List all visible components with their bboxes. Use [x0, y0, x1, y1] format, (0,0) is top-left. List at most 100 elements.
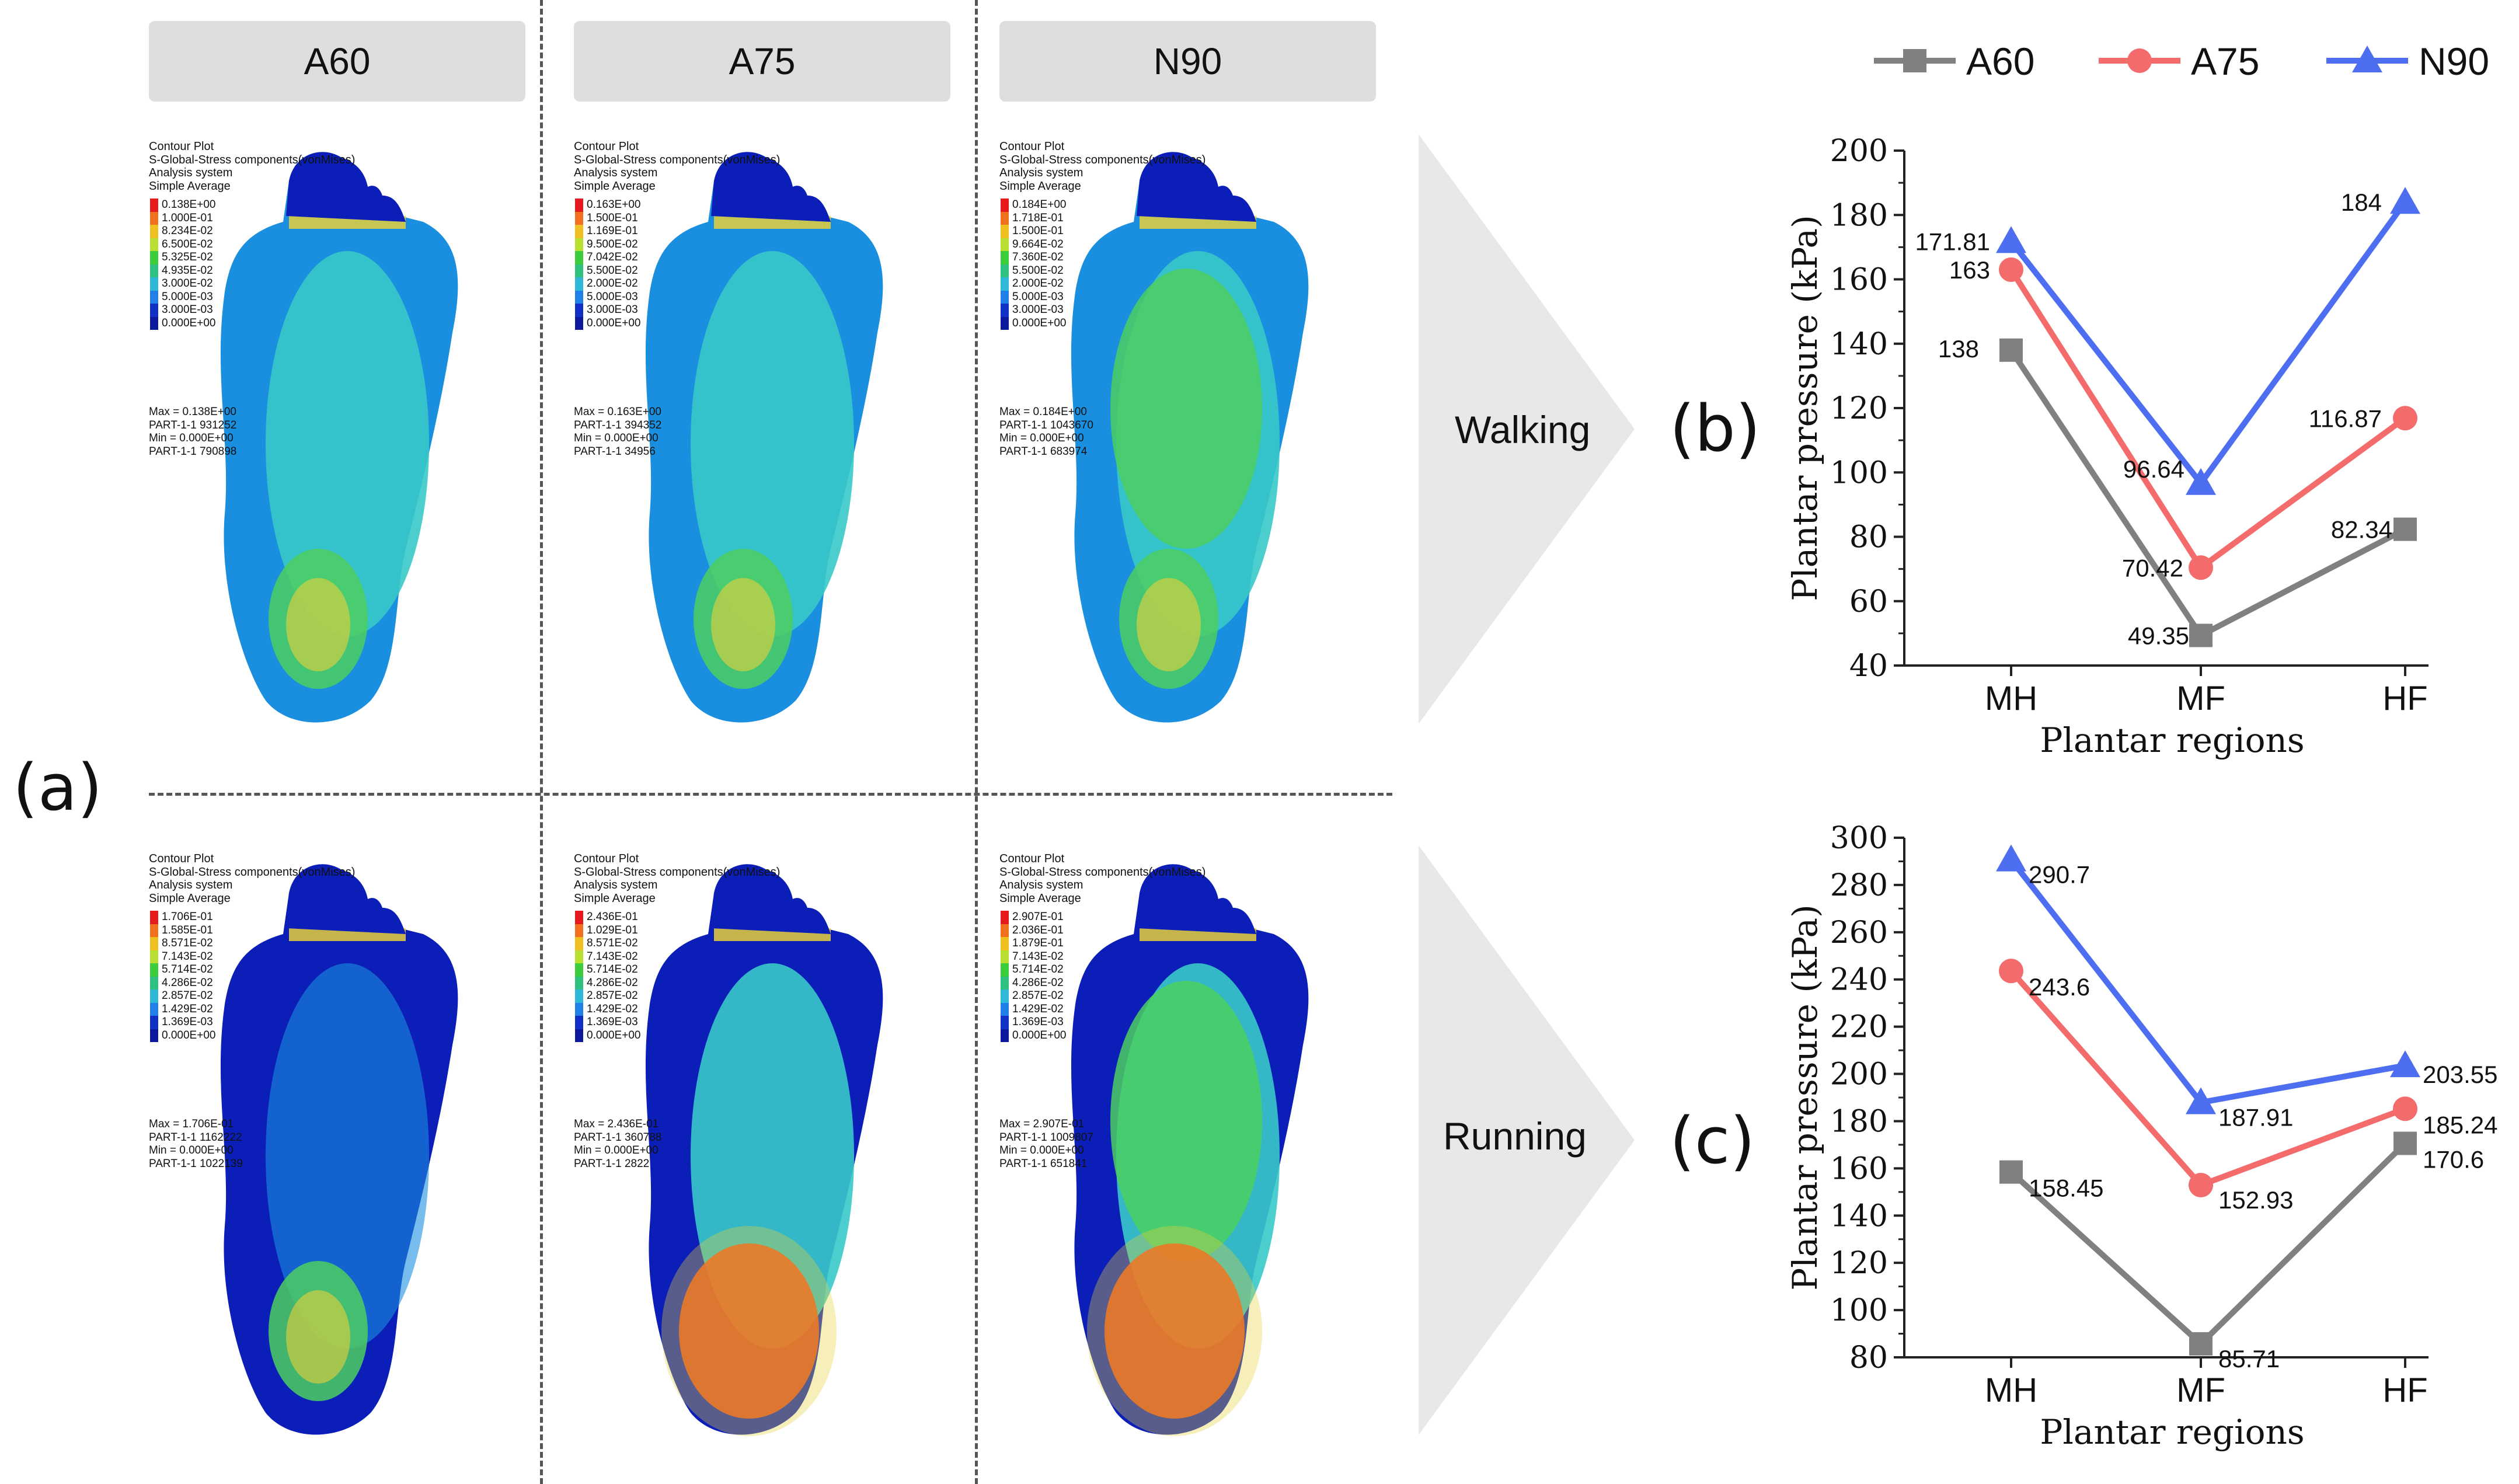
contour-stats: Max = 2.436E-01 PART-1-1 360788 Min = 0.00…: [574, 1118, 661, 1171]
contour-stat-line: Min = 0.000E+00: [149, 432, 234, 444]
data-label: 158.45: [2029, 1175, 2103, 1202]
data-label: 82.34: [2331, 516, 2392, 544]
y-tick-label: 120: [1830, 391, 1888, 426]
contour-stat-line: Max = 0.138E+00: [149, 406, 236, 418]
colorbar-value: 3.000E-02: [162, 277, 213, 290]
colorbar-cell: [150, 198, 158, 212]
y-tick-label: 220: [1830, 1010, 1888, 1045]
y-tick-label: 140: [1830, 327, 1888, 362]
colorbar-cell: [150, 911, 158, 924]
divider-horizontal: [149, 793, 1392, 796]
colorbar-cell: [150, 1002, 158, 1016]
divider-vertical-1: [540, 0, 543, 1484]
foot-stress-map: [220, 864, 458, 1435]
contour-stat-line: Max = 0.184E+00: [999, 406, 1087, 418]
contour-stat-line: Min = 0.000E+00: [999, 1144, 1084, 1156]
contour-stat-line: Max = 2.907E-01: [999, 1118, 1085, 1130]
colorbar-cell: [575, 238, 583, 251]
colorbar-value: 0.000E+00: [162, 316, 216, 329]
contour-stat-line: PART-1-1 1009807: [999, 1131, 1093, 1144]
colorbar-cell: [150, 1016, 158, 1029]
colorbar-cell: [150, 225, 158, 238]
colorbar-value: 0.000E+00: [1012, 1029, 1067, 1041]
series-line-a60: [2009, 1141, 2407, 1348]
colorbar: [575, 911, 583, 1042]
colorbar-value: 1.718E-01: [1012, 211, 1064, 224]
foot-stress-map: [1071, 152, 1309, 723]
contour-panel: Contour Plot S-Global-Stress components(…: [149, 852, 522, 1465]
data-label: 184: [2341, 189, 2382, 216]
colorbar-cell: [575, 198, 583, 212]
colorbar-value: 1.429E-02: [1012, 1002, 1064, 1015]
foot-heel-core: [711, 578, 775, 671]
colorbar-value: 4.286E-02: [1012, 976, 1064, 989]
data-label: 138: [1938, 335, 1979, 363]
colorbar-value: 2.857E-02: [162, 990, 213, 1002]
y-tick-label: 260: [1830, 915, 1888, 950]
data-point-a75: [1999, 257, 2023, 282]
colorbar-values: 1.706E-01 1.585E-01 8.571E-02 7.143E-02 5.71…: [162, 911, 215, 1042]
colorbar: [1001, 198, 1009, 330]
colorbar-value: 5.714E-02: [162, 963, 213, 976]
colorbar-value: 0.000E+00: [1012, 316, 1067, 329]
colorbar-value: 1.879E-01: [1012, 937, 1064, 949]
running-arrow-shape: [1419, 845, 1635, 1435]
data-label: 96.64: [2123, 455, 2184, 483]
colorbar-cell: [1001, 937, 1009, 950]
contour-stat-line: Max = 1.706E-01: [149, 1118, 234, 1130]
colorbar-cell: [575, 1002, 583, 1016]
colorbar-value: 1.429E-02: [162, 1002, 213, 1015]
colorbar-value: 1.429E-02: [587, 1002, 638, 1015]
colorbar-cell: [150, 264, 158, 277]
data-point-a60: [2393, 517, 2417, 541]
foot-toes: [711, 864, 831, 934]
colorbar-value: 5.500E-02: [1012, 264, 1064, 277]
data-point-n90: [2390, 187, 2420, 214]
x-tick-label: MH: [1985, 680, 2037, 717]
foot-stress-map: [220, 152, 458, 723]
contour-panel: Contour Plot S-Global-Stress components(…: [149, 140, 522, 753]
contour-stats: Max = 0.163E+00 PART-1-1 394352 Min = 0.00…: [574, 406, 661, 458]
colorbar-value: 2.857E-02: [587, 990, 638, 1002]
divider-vertical-2: [975, 0, 978, 1484]
colorbar-cell: [575, 277, 583, 291]
data-point-n90: [1996, 844, 2026, 872]
data-point-a75: [2393, 406, 2417, 431]
foot-stress-map: [645, 152, 883, 723]
contour-plot-header: Contour Plot S-Global-Stress components(…: [574, 140, 781, 193]
legend-marker-n90: [2352, 46, 2382, 72]
contour-plot-header: Contour Plot S-Global-Stress components(…: [574, 852, 781, 905]
colorbar-cell: [575, 251, 583, 264]
colorbar-cell: [150, 251, 158, 264]
colorbar-value: 1.500E-01: [587, 211, 638, 224]
colorbar-cell: [150, 238, 158, 251]
colorbar-value: 4.286E-02: [162, 976, 213, 989]
colorbar-value: 0.184E+00: [1012, 198, 1067, 211]
colorbar-cell: [1001, 1002, 1009, 1016]
contour-stat-line: Min = 0.000E+00: [149, 1144, 234, 1156]
y-tick-label: 240: [1830, 963, 1888, 998]
colorbar-cell: [150, 1029, 158, 1042]
foot-heel-core: [1137, 578, 1201, 671]
colorbar: [575, 198, 583, 330]
colorbar-value: 1.000E-01: [162, 211, 213, 224]
colorbar-cell: [575, 264, 583, 277]
colorbar-value: 7.143E-02: [1012, 950, 1064, 963]
colorbar-cell: [1001, 1016, 1009, 1029]
y-tick-label: 200: [1830, 134, 1888, 169]
colorbar-value: 3.000E-03: [1012, 304, 1064, 316]
colorbar-cell: [150, 924, 158, 937]
colorbar-cell: [1001, 316, 1009, 330]
y-tick-label: 200: [1830, 1057, 1888, 1092]
colorbar-value: 5.714E-02: [1012, 963, 1064, 976]
panel-c-label: (c): [1670, 1103, 1755, 1178]
colorbar-value: 8.234E-02: [162, 225, 213, 237]
colorbar-cell: [1001, 924, 1009, 937]
colorbar-cell: [150, 976, 158, 990]
data-label: 170.6: [2423, 1145, 2484, 1173]
colorbar-cell: [1001, 238, 1009, 251]
colorbar-value: 1.500E-01: [1012, 225, 1064, 237]
colorbar-cell: [1001, 1029, 1009, 1042]
y-tick-label: 280: [1830, 868, 1888, 903]
colorbar-value: 3.000E-03: [587, 304, 638, 316]
